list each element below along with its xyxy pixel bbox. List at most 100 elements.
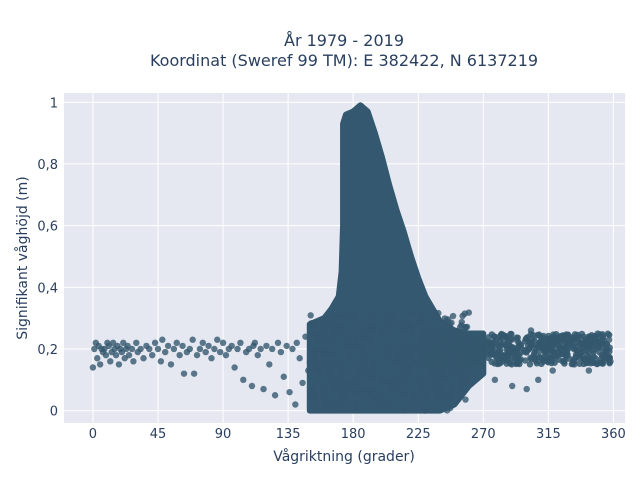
data-point [393, 358, 400, 365]
data-point [493, 336, 500, 344]
data-point [378, 331, 385, 338]
data-point [251, 339, 259, 347]
data-point [260, 385, 267, 393]
data-point [470, 334, 477, 341]
data-point [417, 346, 424, 353]
data-point [603, 345, 610, 353]
data-point [363, 327, 370, 334]
data-point [400, 342, 407, 349]
data-point [563, 352, 571, 359]
data-point [523, 385, 530, 393]
data-point [545, 342, 552, 349]
data-point [540, 358, 547, 365]
data-point [400, 364, 408, 371]
data-point [102, 351, 110, 359]
data-point [151, 339, 159, 347]
data-point [559, 333, 567, 340]
data-point [419, 310, 426, 318]
data-point [355, 376, 362, 383]
data-point [115, 361, 123, 368]
data-point [526, 339, 534, 347]
data-point [257, 345, 264, 353]
data-point [605, 336, 613, 343]
x-tick-label: 45 [150, 427, 167, 442]
data-point [479, 332, 486, 340]
data-point [361, 353, 368, 360]
data-point [431, 385, 439, 392]
data-point [339, 367, 347, 374]
data-point [431, 372, 439, 380]
data-point [280, 373, 287, 380]
data-point [328, 320, 335, 328]
data-point [348, 380, 355, 388]
data-point [410, 390, 418, 398]
data-point [466, 359, 473, 367]
data-point [269, 345, 276, 353]
data-point [193, 351, 201, 359]
data-point [329, 312, 336, 319]
data-point [337, 396, 344, 403]
data-point [367, 387, 374, 395]
data-point [386, 312, 393, 319]
data-point [325, 365, 332, 372]
data-point [332, 360, 340, 367]
data-point [531, 355, 538, 363]
data-point [521, 357, 529, 364]
data-point [576, 333, 583, 341]
data-point [454, 356, 461, 364]
data-point [216, 348, 224, 356]
data-point [497, 342, 504, 350]
x-tick-label: 180 [341, 427, 366, 442]
data-point [559, 341, 567, 348]
data-point [222, 351, 230, 359]
data-point [368, 340, 375, 347]
data-point [416, 376, 424, 383]
data-point [593, 360, 601, 367]
data-point [472, 359, 479, 367]
data-point [378, 400, 385, 407]
data-point [173, 339, 180, 347]
data-point [425, 332, 433, 340]
data-point [514, 354, 521, 362]
data-point [293, 339, 300, 347]
data-point [402, 389, 409, 397]
data-point [358, 331, 366, 338]
data-point [309, 331, 316, 338]
data-point [370, 325, 378, 333]
data-point [248, 382, 256, 390]
data-point [319, 315, 327, 323]
data-point [421, 407, 429, 414]
data-point [316, 338, 323, 345]
data-point [299, 379, 306, 387]
data-point [408, 309, 415, 317]
data-point [449, 312, 457, 320]
data-point [341, 405, 349, 413]
data-point [317, 360, 324, 368]
data-point [559, 358, 566, 365]
data-point [456, 323, 464, 331]
data-point [430, 355, 437, 362]
data-point [531, 344, 539, 352]
data-point [353, 335, 360, 343]
data-point [394, 376, 401, 384]
data-point [330, 334, 338, 342]
data-point [96, 361, 104, 368]
y-tick-label: 0,2 [37, 343, 58, 358]
data-point [358, 387, 365, 394]
data-point [403, 372, 411, 380]
data-point [408, 329, 415, 336]
data-point [296, 355, 303, 362]
data-point [162, 348, 169, 356]
data-point [491, 376, 499, 384]
chart-title-line1: År 1979 - 2019 [284, 31, 404, 50]
x-tick-label: 270 [471, 427, 496, 442]
data-point [460, 364, 467, 371]
data-point [211, 345, 218, 353]
data-point [358, 366, 365, 373]
data-point [435, 364, 442, 371]
data-point [437, 394, 444, 401]
data-point [419, 357, 426, 364]
data-point [446, 320, 453, 328]
data-point [341, 312, 349, 320]
data-point [526, 361, 534, 368]
